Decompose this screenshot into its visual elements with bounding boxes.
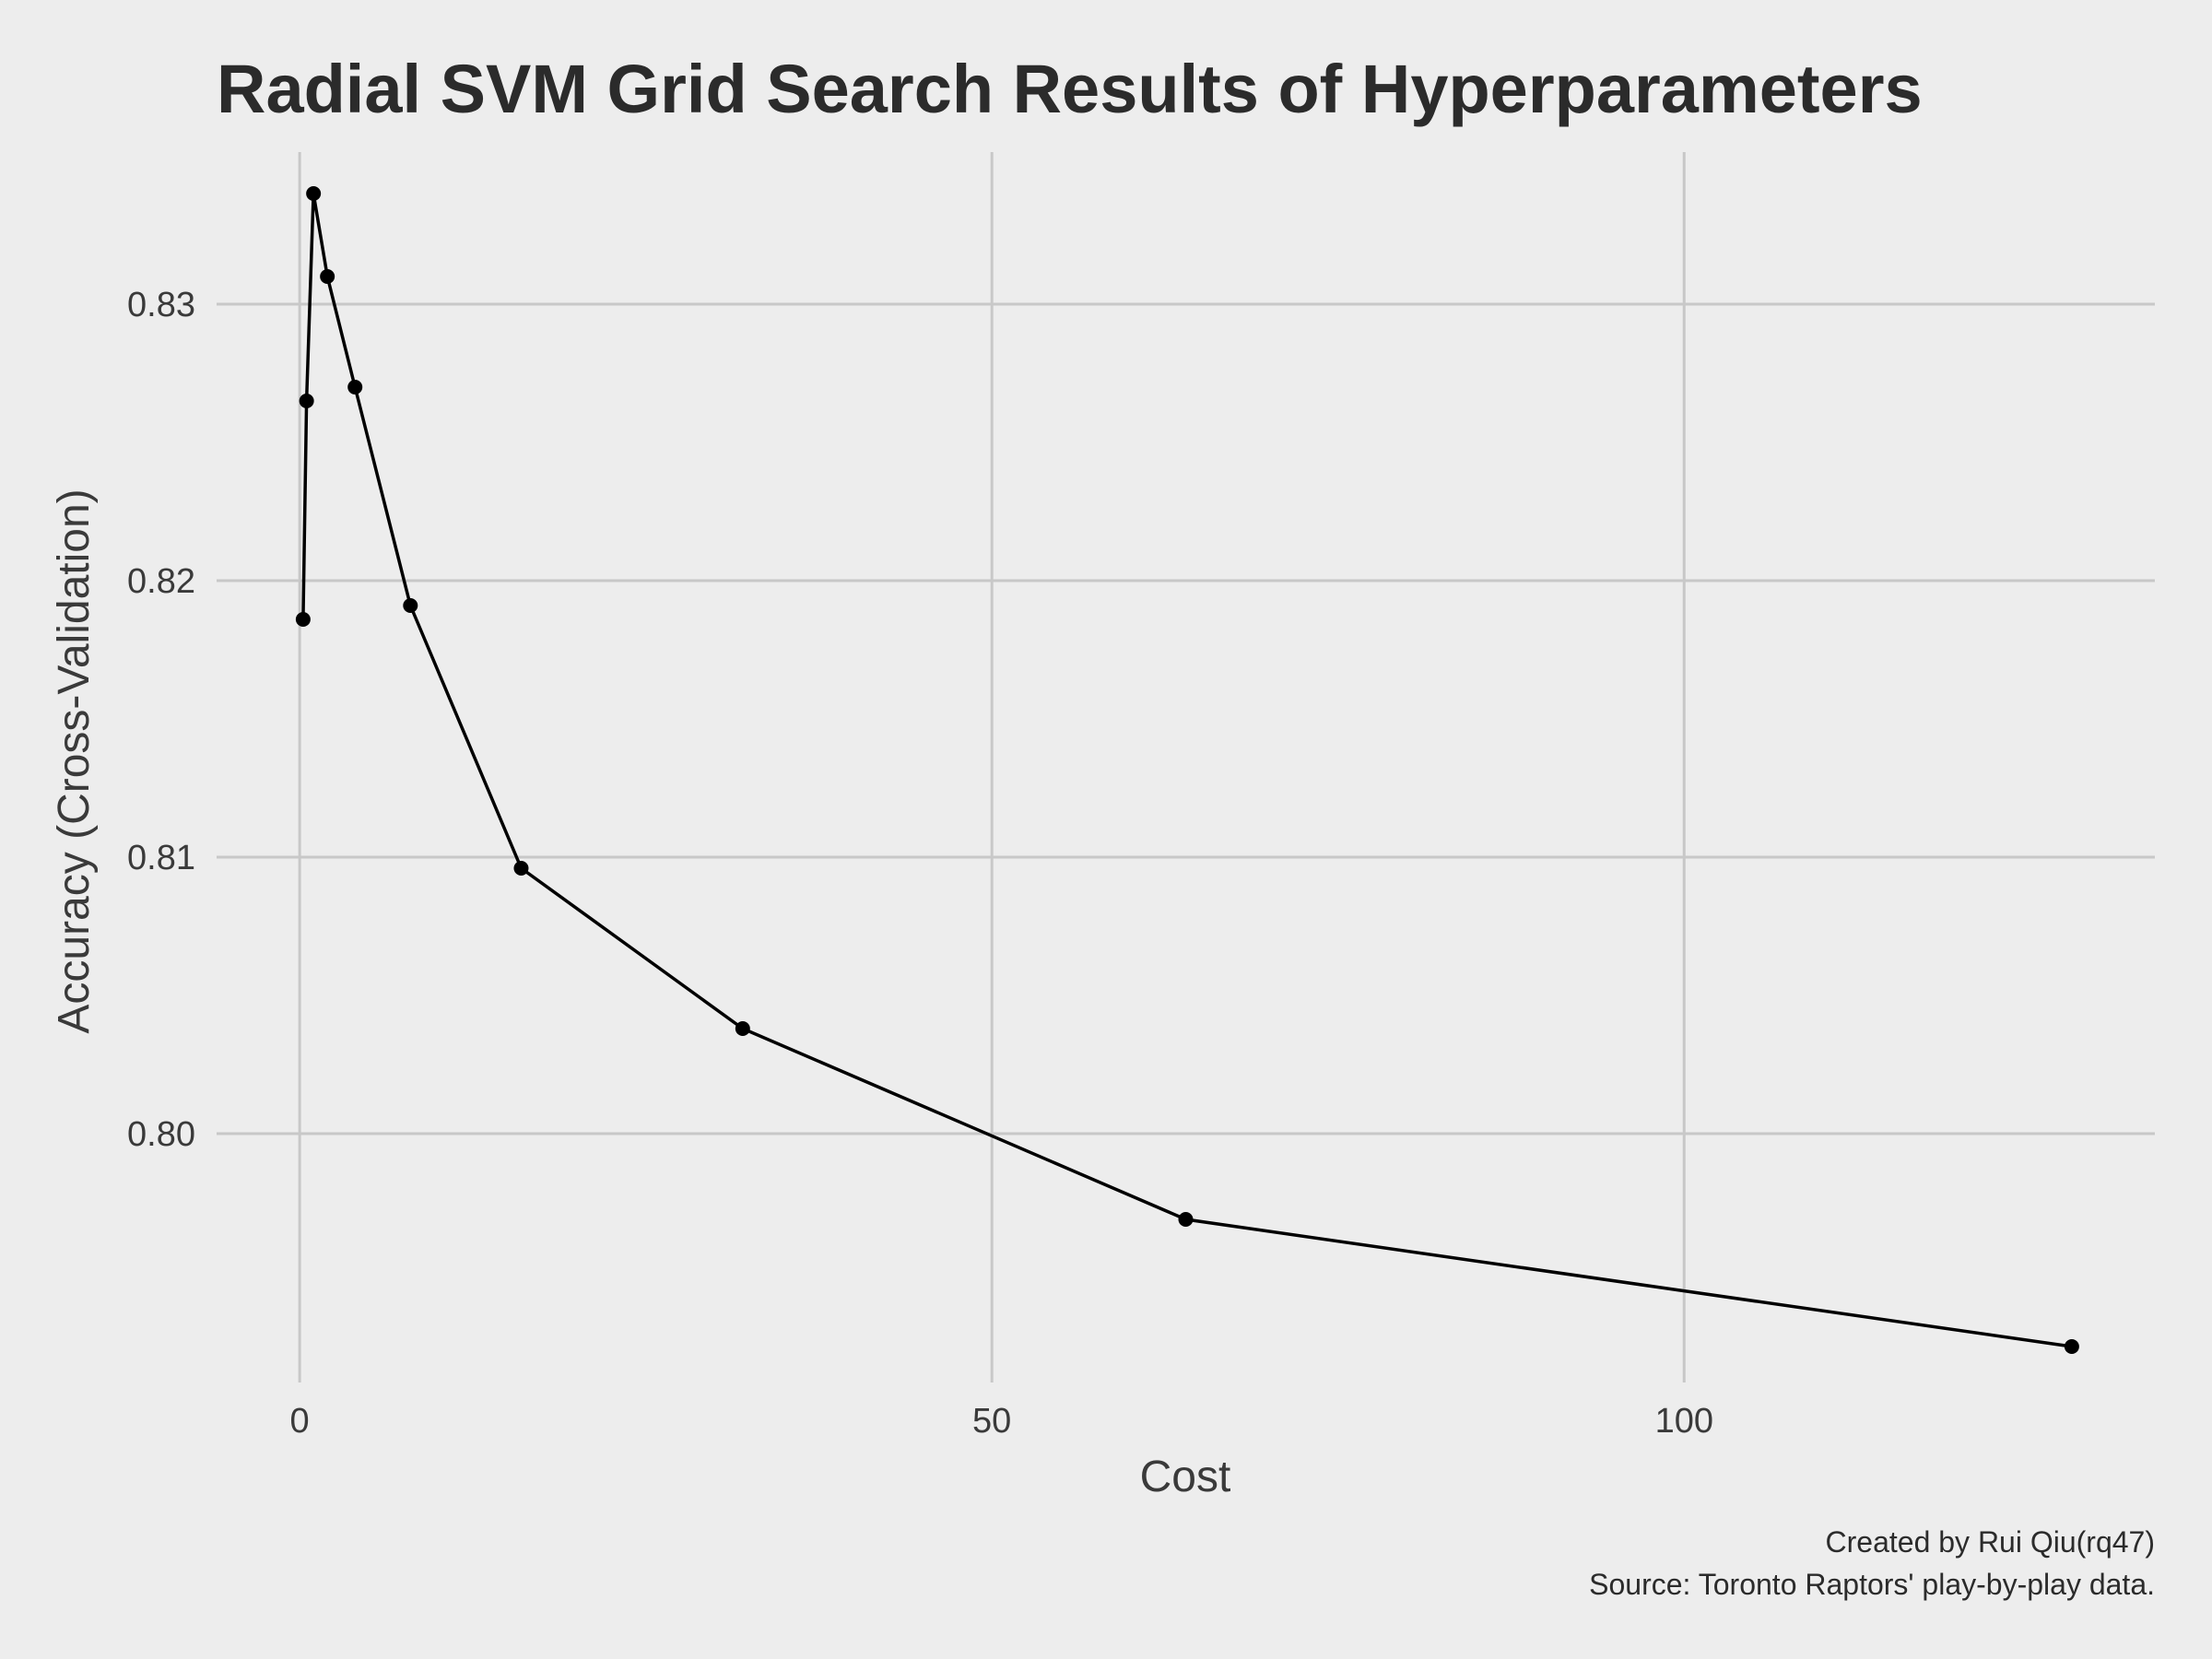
series-line [301,193,2073,1348]
x-tick-label: 100 [1655,1402,1713,1441]
caption-credit: Created by Rui Qiu(rq47) [1826,1525,2155,1559]
data-point [2064,1339,2079,1354]
data-point [299,394,314,408]
y-axis-label: Accuracy (Cross-Validation) [50,488,99,1033]
chart-title: Radial SVM Grid Search Results of Hyperp… [217,51,1923,127]
x-tick-label: 50 [972,1402,1011,1441]
data-point [347,380,363,394]
data-point [295,612,311,627]
x-tick-label: 0 [290,1402,310,1441]
y-tick-label: 0.82 [127,562,195,601]
y-tick-label: 0.81 [127,839,195,877]
data-point [306,186,322,201]
x-tick-labels: 0 50 100 [290,1402,1713,1441]
x-gridlines [298,152,1686,1382]
y-tick-label: 0.80 [127,1115,195,1154]
caption-source: Source: Toronto Raptors' play-by-play da… [1589,1568,2155,1601]
data-point [320,269,335,284]
y-tick-labels: 0.80 0.81 0.82 0.83 [127,286,195,1154]
data-point [513,861,529,876]
data-point [1178,1212,1194,1227]
y-gridlines [217,302,2155,1135]
data-point [735,1021,750,1036]
y-tick-label: 0.83 [127,286,195,324]
data-point [403,598,418,613]
x-axis-label: Cost [1140,1453,1231,1501]
series-group [295,186,2079,1354]
